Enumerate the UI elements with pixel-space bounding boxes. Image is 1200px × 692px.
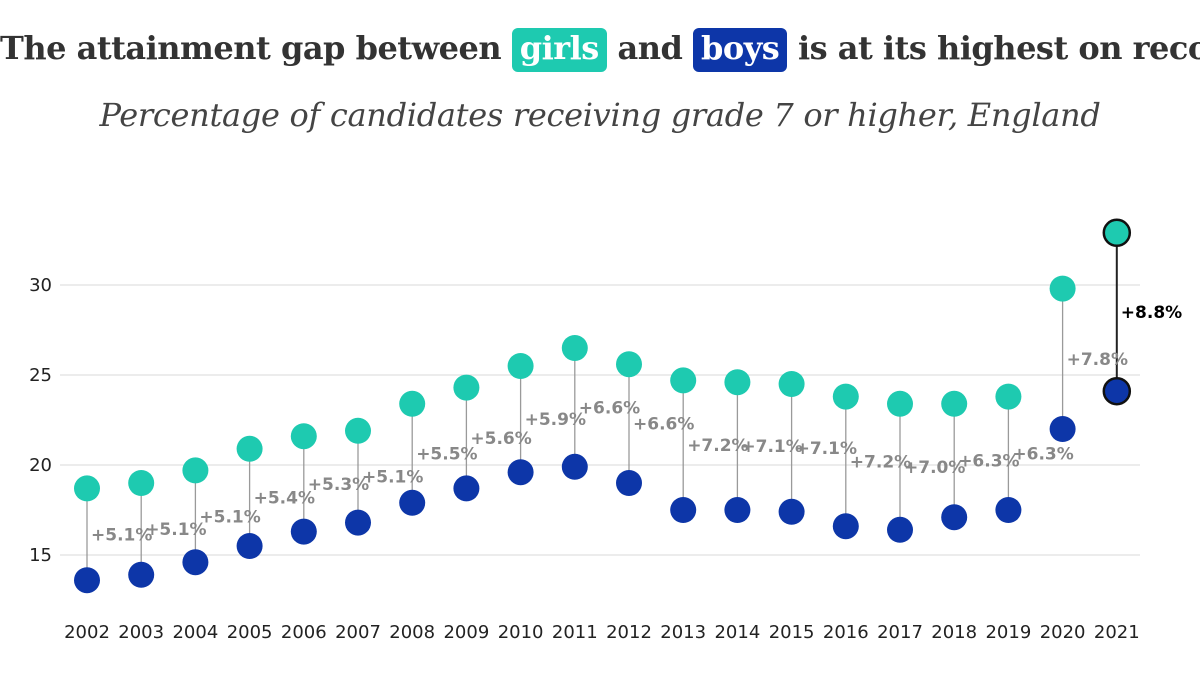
girls-point: [887, 390, 913, 417]
boys-point: [236, 533, 263, 559]
boys-point: [290, 518, 317, 545]
boys-point: [832, 513, 859, 540]
y-tick-label: 30: [29, 275, 52, 296]
x-tick-label: 2004: [172, 622, 218, 643]
x-tick-label: 2020: [1040, 622, 1086, 643]
gap-label: +6.3%: [958, 452, 1019, 472]
title-prefix: The attainment gap between: [0, 29, 502, 67]
x-tick-label: 2013: [660, 622, 706, 643]
girls-point: [561, 335, 588, 361]
boys-point: [616, 470, 642, 496]
boys-point: [1102, 376, 1132, 406]
data-points: [74, 218, 1132, 594]
girls-point: [941, 390, 968, 417]
gap-label: +7.1%: [796, 439, 857, 459]
x-tick-label: 2006: [281, 622, 327, 643]
gap-connectors: [86, 232, 1118, 581]
x-tick-label: 2008: [389, 622, 435, 643]
gap-label: +7.2%: [850, 452, 911, 472]
x-axis-ticks: 2002 2003 2004 2005 2006 2007 2008 2009 2010 2011…: [64, 622, 1140, 643]
boys-point: [887, 516, 913, 543]
x-tick-label: 2007: [335, 622, 381, 643]
chart-subtitle: Percentage of candidates receiving grade…: [99, 96, 1101, 134]
girls-point: [1049, 275, 1076, 302]
gap-label: +5.6%: [470, 429, 531, 449]
boys-point: [724, 497, 751, 523]
girls-point: [832, 383, 859, 410]
girls-point: [399, 390, 426, 417]
x-tick-label: 2005: [227, 622, 273, 643]
girls-legend-chip: girls: [511, 28, 607, 72]
girls-point: [724, 369, 751, 396]
x-tick-label: 2011: [552, 622, 598, 643]
gap-label: +8.8%: [1121, 303, 1182, 323]
gap-label: +7.2%: [687, 436, 748, 456]
boys-point: [995, 497, 1022, 523]
boys-point: [941, 504, 968, 531]
grid-lines: [60, 284, 1140, 556]
gap-label: +5.9%: [525, 410, 586, 430]
title-suffix: is at its highest on record: [797, 29, 1200, 67]
boys-point: [345, 509, 371, 536]
x-tick-label: 2017: [877, 622, 923, 643]
gap-label: +6.6%: [579, 398, 640, 418]
boys-point: [561, 453, 588, 480]
boys-point: [507, 459, 534, 486]
x-tick-label: 2010: [498, 622, 544, 643]
girls-point: [74, 475, 100, 502]
boys-point: [128, 561, 155, 588]
gap-label: +5.4%: [254, 488, 315, 508]
gap-label: +5.3%: [308, 475, 369, 495]
girls-point: [616, 351, 642, 378]
x-tick-label: 2014: [714, 622, 760, 643]
gap-label: +5.5%: [416, 444, 477, 464]
gap-label: +7.8%: [1067, 350, 1128, 370]
y-axis-ticks: 15 20 25 30: [29, 275, 52, 566]
gap-label: +5.1%: [145, 520, 206, 540]
x-tick-label: 2015: [769, 622, 815, 643]
gap-labels: +5.1%+5.1%+5.1%+5.4%+5.3%+5.1%+5.5%+5.6%…: [91, 303, 1182, 545]
gap-label: +7.1%: [741, 437, 802, 457]
boys-point: [453, 475, 480, 502]
girls-point: [1102, 218, 1132, 248]
girls-point: [290, 423, 317, 450]
girls-point: [182, 457, 209, 484]
girls-point: [345, 417, 371, 444]
boys-legend-chip: boys: [692, 28, 788, 72]
y-tick-label: 20: [29, 455, 52, 476]
boys-point: [1049, 416, 1076, 442]
x-tick-label: 2012: [606, 622, 652, 643]
gap-label: +6.6%: [633, 415, 694, 435]
boys-point: [778, 498, 805, 525]
x-tick-label: 2016: [823, 622, 869, 643]
gap-label: +5.1%: [91, 525, 152, 545]
chart-title: The attainment gap between girls and boy…: [0, 28, 1200, 72]
boys-point: [670, 497, 697, 523]
gap-label: +6.3%: [1012, 444, 1073, 464]
gap-label: +5.1%: [199, 507, 260, 527]
boys-point: [74, 567, 100, 594]
y-tick-label: 15: [29, 545, 52, 566]
x-tick-label: 2018: [931, 622, 977, 643]
girls-point: [453, 374, 480, 401]
gap-label: +7.0%: [904, 458, 965, 478]
x-tick-label: 2021: [1094, 622, 1140, 643]
girls-point: [236, 435, 263, 462]
girls-point: [128, 470, 155, 496]
title-middle: and: [617, 29, 683, 67]
x-tick-label: 2003: [118, 622, 164, 643]
girls-point: [995, 383, 1022, 410]
x-tick-label: 2009: [443, 622, 489, 643]
girls-point: [778, 371, 805, 397]
boys-point: [182, 549, 209, 576]
x-tick-label: 2002: [64, 622, 110, 643]
girls-point: [507, 353, 534, 379]
boys-point: [399, 489, 426, 516]
x-tick-label: 2019: [985, 622, 1031, 643]
girls-point: [670, 367, 697, 394]
gap-label: +5.1%: [362, 468, 423, 488]
y-tick-label: 25: [29, 365, 52, 386]
